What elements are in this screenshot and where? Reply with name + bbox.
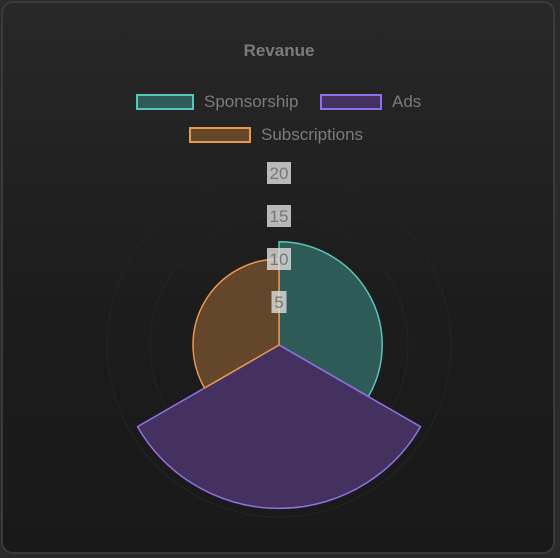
legend-swatch-ads (320, 94, 382, 110)
legend-item-ads[interactable]: Ads (320, 92, 421, 112)
chart-title: Revanue (243, 41, 315, 60)
legend-swatch-sponsorship (136, 94, 194, 110)
tick-label-20: 20 (267, 162, 291, 184)
tick-text: 5 (274, 293, 283, 312)
legend-item-sponsorship[interactable]: Sponsorship (136, 92, 299, 112)
legend-label-sponsorship: Sponsorship (204, 92, 299, 111)
slice-sponsorship[interactable] (278, 241, 383, 398)
tick-text: 20 (270, 164, 289, 183)
tick-backdrop (267, 162, 291, 184)
slice-subscriptions[interactable] (192, 258, 280, 389)
legend-label-ads: Ads (392, 92, 422, 111)
chart-slices (136, 241, 422, 510)
slice-ads[interactable] (136, 344, 422, 510)
legend-swatch-subscriptions (189, 127, 251, 143)
tick-backdrop (271, 291, 287, 313)
tick-label-10: 10 (267, 248, 291, 270)
tick-text: 15 (270, 207, 289, 226)
tick-label-5: 5 (271, 291, 287, 313)
legend-label-subscriptions: Subscriptions (261, 125, 364, 144)
tick-backdrop (267, 248, 291, 270)
tick-text: 10 (270, 250, 289, 269)
tick-label-15: 15 (267, 205, 291, 227)
radial-tick-labels: 5 10 15 20 (267, 162, 291, 313)
legend-item-subscriptions[interactable]: Subscriptions (189, 125, 363, 145)
tick-backdrop (267, 205, 291, 227)
